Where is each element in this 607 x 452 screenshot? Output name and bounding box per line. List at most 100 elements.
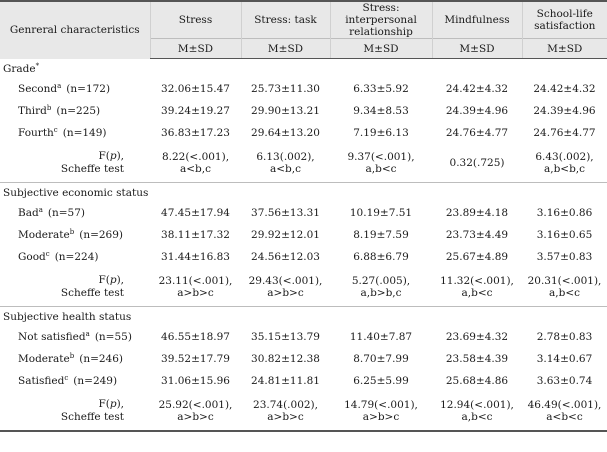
row-n: (n=269) [79, 229, 124, 241]
f-test-cell: 5.27(.005), a,b>b,c [330, 268, 432, 307]
row-label: Bada (n=57) [0, 202, 150, 224]
row-label: Thirdb (n=225) [0, 100, 150, 122]
row-n: (n=172) [66, 83, 111, 95]
table-cell: 3.14±0.67 [536, 353, 593, 365]
f-test-cell: 11.32(<.001), a,b<c [432, 268, 522, 307]
f-value: 6.43(.002), [535, 151, 594, 163]
row-label-text: Moderate [18, 353, 70, 365]
section-title-sup: * [35, 61, 40, 70]
section-row: Subjective economic status [0, 182, 607, 202]
row-n: (n=224) [54, 251, 99, 263]
scheffe-result: a>b>c [177, 411, 214, 423]
scheffe-result: a,b>b,c [360, 287, 402, 299]
f-test-cell: 12.94(<.001), a,b<c [432, 392, 522, 432]
row-label-text: Satisfied [18, 375, 65, 387]
row-n: (n=246) [79, 353, 124, 365]
row-label-sup: b [69, 228, 75, 236]
row-label: Satisfiedc (n=249) [0, 370, 150, 392]
f-test-row: F(p), Scheffe test 23.11(<.001), a>b>c 29.43… [0, 268, 607, 307]
table-cell: 29.90±13.21 [251, 105, 320, 117]
scheffe-result: a<b<c [546, 411, 583, 423]
scheffe-result: a,b<c [365, 163, 397, 175]
section-title: Grade* [0, 59, 607, 79]
f-value: 25.92(<.001), [158, 399, 233, 411]
header-school-life-satisfaction: School-life satisfaction [521, 0, 607, 39]
f-test-cell: 0.32(.725) [432, 144, 522, 183]
row-n: (n=55) [94, 331, 132, 343]
table-cell: 24.56±12.03 [251, 251, 320, 263]
header-msd: M±SD [329, 38, 432, 59]
table-cell: 6.25±5.99 [353, 375, 409, 387]
table-cell: 39.52±17.79 [161, 353, 230, 365]
table-cell: 11.40±7.87 [349, 331, 413, 343]
header-msd: M±SD [521, 38, 607, 59]
f-value: 5.27(.005), [351, 275, 411, 287]
section-title-text: Subjective health status [3, 310, 132, 323]
f-value: 29.43(<.001), [248, 275, 323, 287]
section-title-text: Subjective economic status [3, 186, 149, 199]
table-cell: 6.33±5.92 [353, 83, 409, 95]
table-cell: 24.39±4.96 [533, 105, 596, 117]
table-row: Moderateb (n=269) 38.11±17.32 29.92±12.01 8.… [0, 224, 607, 246]
scheffe-result: a>b>c [362, 411, 400, 423]
row-n: (n=249) [73, 375, 118, 387]
scheffe-result: a>b>c [267, 287, 304, 299]
row-label-text: Moderate [18, 229, 70, 241]
row-n: (n=57) [47, 207, 86, 219]
table-cell: 29.92±12.01 [251, 229, 320, 241]
table-cell: 29.64±13.20 [251, 127, 320, 139]
f-label-test: Scheffe test [60, 411, 124, 423]
table-cell: 23.89±4.18 [445, 207, 509, 219]
table-row: Moderateb (n=246) 39.52±17.79 30.82±12.38 8.… [0, 348, 607, 370]
row-label: Fourthc (n=149) [0, 122, 150, 144]
f-value: 11.32(<.001), [440, 275, 514, 287]
header-mindfulness: Mindfulness [431, 0, 522, 39]
f-test-cell: 29.43(<.001), a>b>c [241, 268, 330, 307]
table-cell: 47.45±17.94 [161, 207, 230, 219]
table-cell: 3.63±0.74 [536, 375, 593, 387]
header-msd: M±SD [149, 38, 241, 59]
f-value: 9.37(<.001), [347, 151, 415, 163]
f-value: 46.49(<.001), [527, 399, 602, 411]
section-row: Subjective health status [0, 306, 607, 326]
row-label-sup: a [38, 206, 43, 214]
table-cell: 10.19±7.51 [349, 207, 413, 219]
f-test-row: F(p), Scheffe test 8.22(<.001), a<b,c 6.13(.… [0, 144, 607, 183]
table-cell: 8.19±7.59 [353, 229, 409, 241]
row-label-text: Second [18, 83, 58, 95]
table-cell: 36.83±17.23 [161, 127, 230, 139]
table-cell: 6.88±6.79 [353, 251, 409, 263]
f-label-1: F( [98, 398, 110, 410]
table-cell: 25.68±4.86 [445, 375, 509, 387]
table-cell: 32.06±15.47 [161, 83, 230, 95]
table-cell: 3.16±0.86 [536, 207, 593, 219]
header-stress-interpersonal: Stress: interpersonal relationship [329, 0, 432, 39]
table-cell: 2.78±0.83 [536, 331, 593, 343]
section-title-text: Grade [3, 62, 36, 75]
row-label-sup: c [64, 374, 69, 382]
table-cell: 3.57±0.83 [536, 251, 593, 263]
header-msd: M±SD [431, 38, 522, 59]
scheffe-result: a,b<c [461, 411, 493, 423]
f-test-row: F(p), Scheffe test 25.92(<.001), a>b>c 23.74… [0, 392, 607, 432]
table-cell: 31.06±15.96 [161, 375, 230, 387]
section-row: Grade* [0, 59, 607, 79]
f-label-2: ), [116, 274, 124, 286]
f-label-p: p [109, 274, 117, 286]
statistics-table: Genreral characteristics Stress Stress: … [0, 0, 607, 432]
table-row: Fourthc (n=149) 36.83±17.23 29.64±13.20 7.19… [0, 122, 607, 144]
scheffe-result: a<b,c [270, 163, 301, 175]
header-general-characteristics: Genreral characteristics [0, 0, 150, 59]
row-label-text: Not satisfied [18, 331, 86, 343]
f-test-cell: 23.74(.002), a>b>c [241, 392, 330, 432]
table-row: Goodc (n=224) 31.44±16.83 24.56±12.03 6.88±6… [0, 246, 607, 268]
section-title: Subjective economic status [0, 182, 607, 202]
table-body: Grade* Second a (n=172) 32.06±15.47 25.73±11.… [0, 59, 607, 432]
scheffe-result: a,b<b,c [543, 163, 586, 175]
table-cell: 9.34±8.53 [353, 105, 409, 117]
table-cell: 25.73±11.30 [251, 83, 320, 95]
header-stress-task: Stress: task [240, 0, 330, 39]
scheffe-result: a<b,c [180, 163, 211, 175]
table-cell: 38.11±17.32 [161, 229, 230, 241]
row-label-sup: a [85, 330, 90, 338]
